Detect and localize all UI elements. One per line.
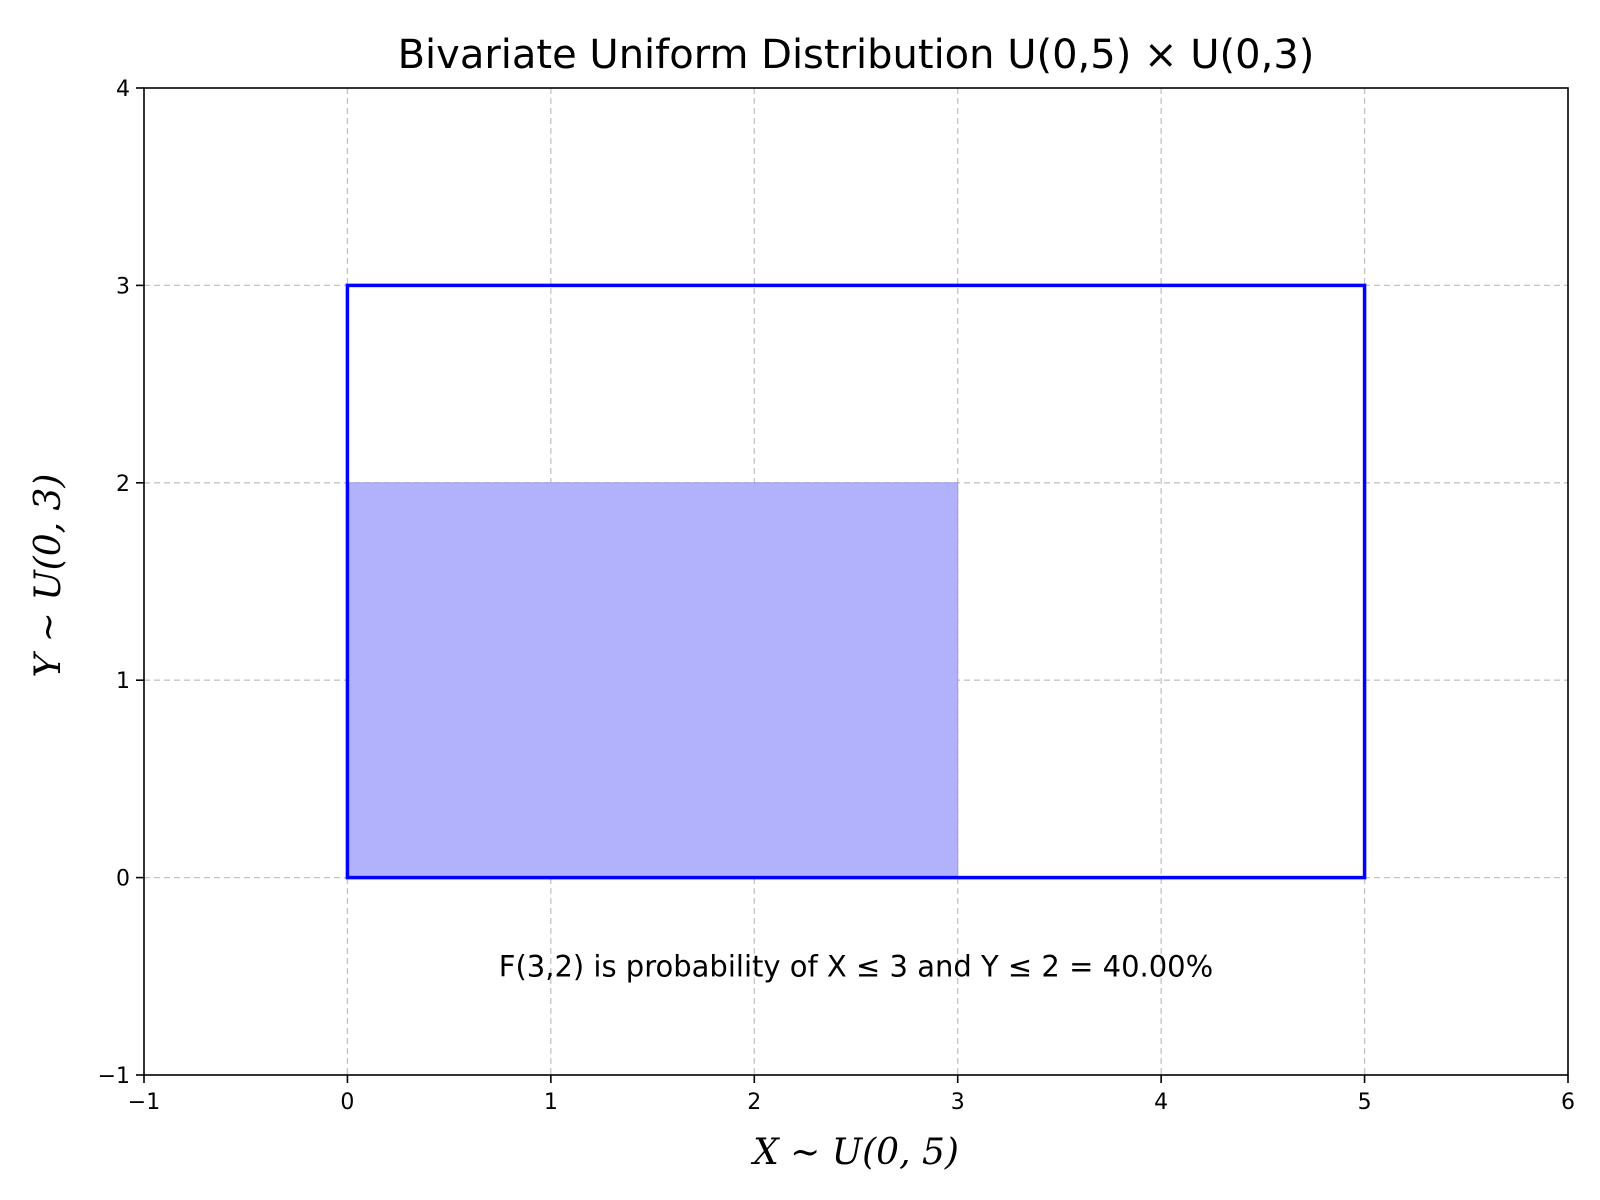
x-tick-label: 4 xyxy=(1154,1090,1168,1115)
x-tick-label: 3 xyxy=(951,1090,965,1115)
support-rectangle xyxy=(345,283,1367,880)
y-tick-label: 4 xyxy=(116,77,130,102)
x-tick-label: 6 xyxy=(1561,1090,1575,1115)
y-tick-label: 2 xyxy=(116,472,130,497)
x-axis-ticks: −1 0 1 2 3 4 5 6 xyxy=(128,1075,1575,1115)
x-tick-label: 5 xyxy=(1358,1090,1372,1115)
y-tick-label: 3 xyxy=(116,274,130,299)
x-tick-label: 2 xyxy=(747,1090,761,1115)
shaded-region xyxy=(346,482,959,879)
chart-title: Bivariate Uniform Distribution U(0,5) × … xyxy=(398,32,1315,78)
y-tick-label: 0 xyxy=(116,867,130,892)
y-axis-ticks: −1 0 1 2 3 4 xyxy=(98,77,144,1089)
x-tick-label: −1 xyxy=(128,1090,160,1115)
y-tick-label: −1 xyxy=(98,1064,130,1089)
x-tick-label: 1 xyxy=(544,1090,558,1115)
x-axis-label: X ~ U(0, 5) xyxy=(750,1132,959,1173)
x-tick-label: 0 xyxy=(340,1090,354,1115)
y-axis-label: Y ~ U(0, 3) xyxy=(28,474,69,678)
plot-frame xyxy=(143,87,1569,1076)
probability-annotation: F(3,2) is probability of X ≤ 3 and Y ≤ 2… xyxy=(499,949,1213,983)
y-tick-label: 1 xyxy=(116,669,130,694)
